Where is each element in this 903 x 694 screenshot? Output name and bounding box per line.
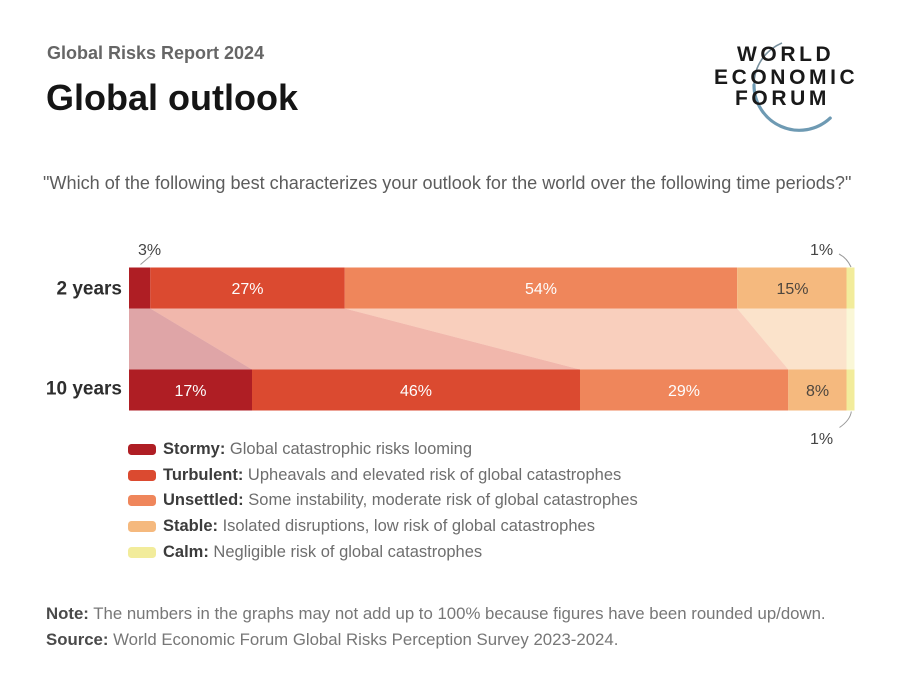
svg-text:54%: 54% bbox=[525, 281, 557, 298]
svg-text:15%: 15% bbox=[776, 281, 808, 298]
svg-text:46%: 46% bbox=[400, 383, 432, 400]
svg-text:WORLD: WORLD bbox=[737, 43, 834, 66]
svg-text:FORUM: FORUM bbox=[735, 87, 830, 110]
svg-text:10 years: 10 years bbox=[46, 379, 122, 400]
svg-text:29%: 29% bbox=[668, 383, 700, 400]
svg-text:2 years: 2 years bbox=[56, 279, 122, 300]
svg-text:1%: 1% bbox=[810, 242, 833, 259]
svg-text:17%: 17% bbox=[174, 383, 206, 400]
svg-text:27%: 27% bbox=[231, 281, 263, 298]
svg-text:ECONOMIC: ECONOMIC bbox=[714, 66, 858, 89]
svg-text:1%: 1% bbox=[810, 431, 833, 448]
svg-text:3%: 3% bbox=[138, 242, 161, 259]
svg-text:8%: 8% bbox=[806, 383, 829, 400]
